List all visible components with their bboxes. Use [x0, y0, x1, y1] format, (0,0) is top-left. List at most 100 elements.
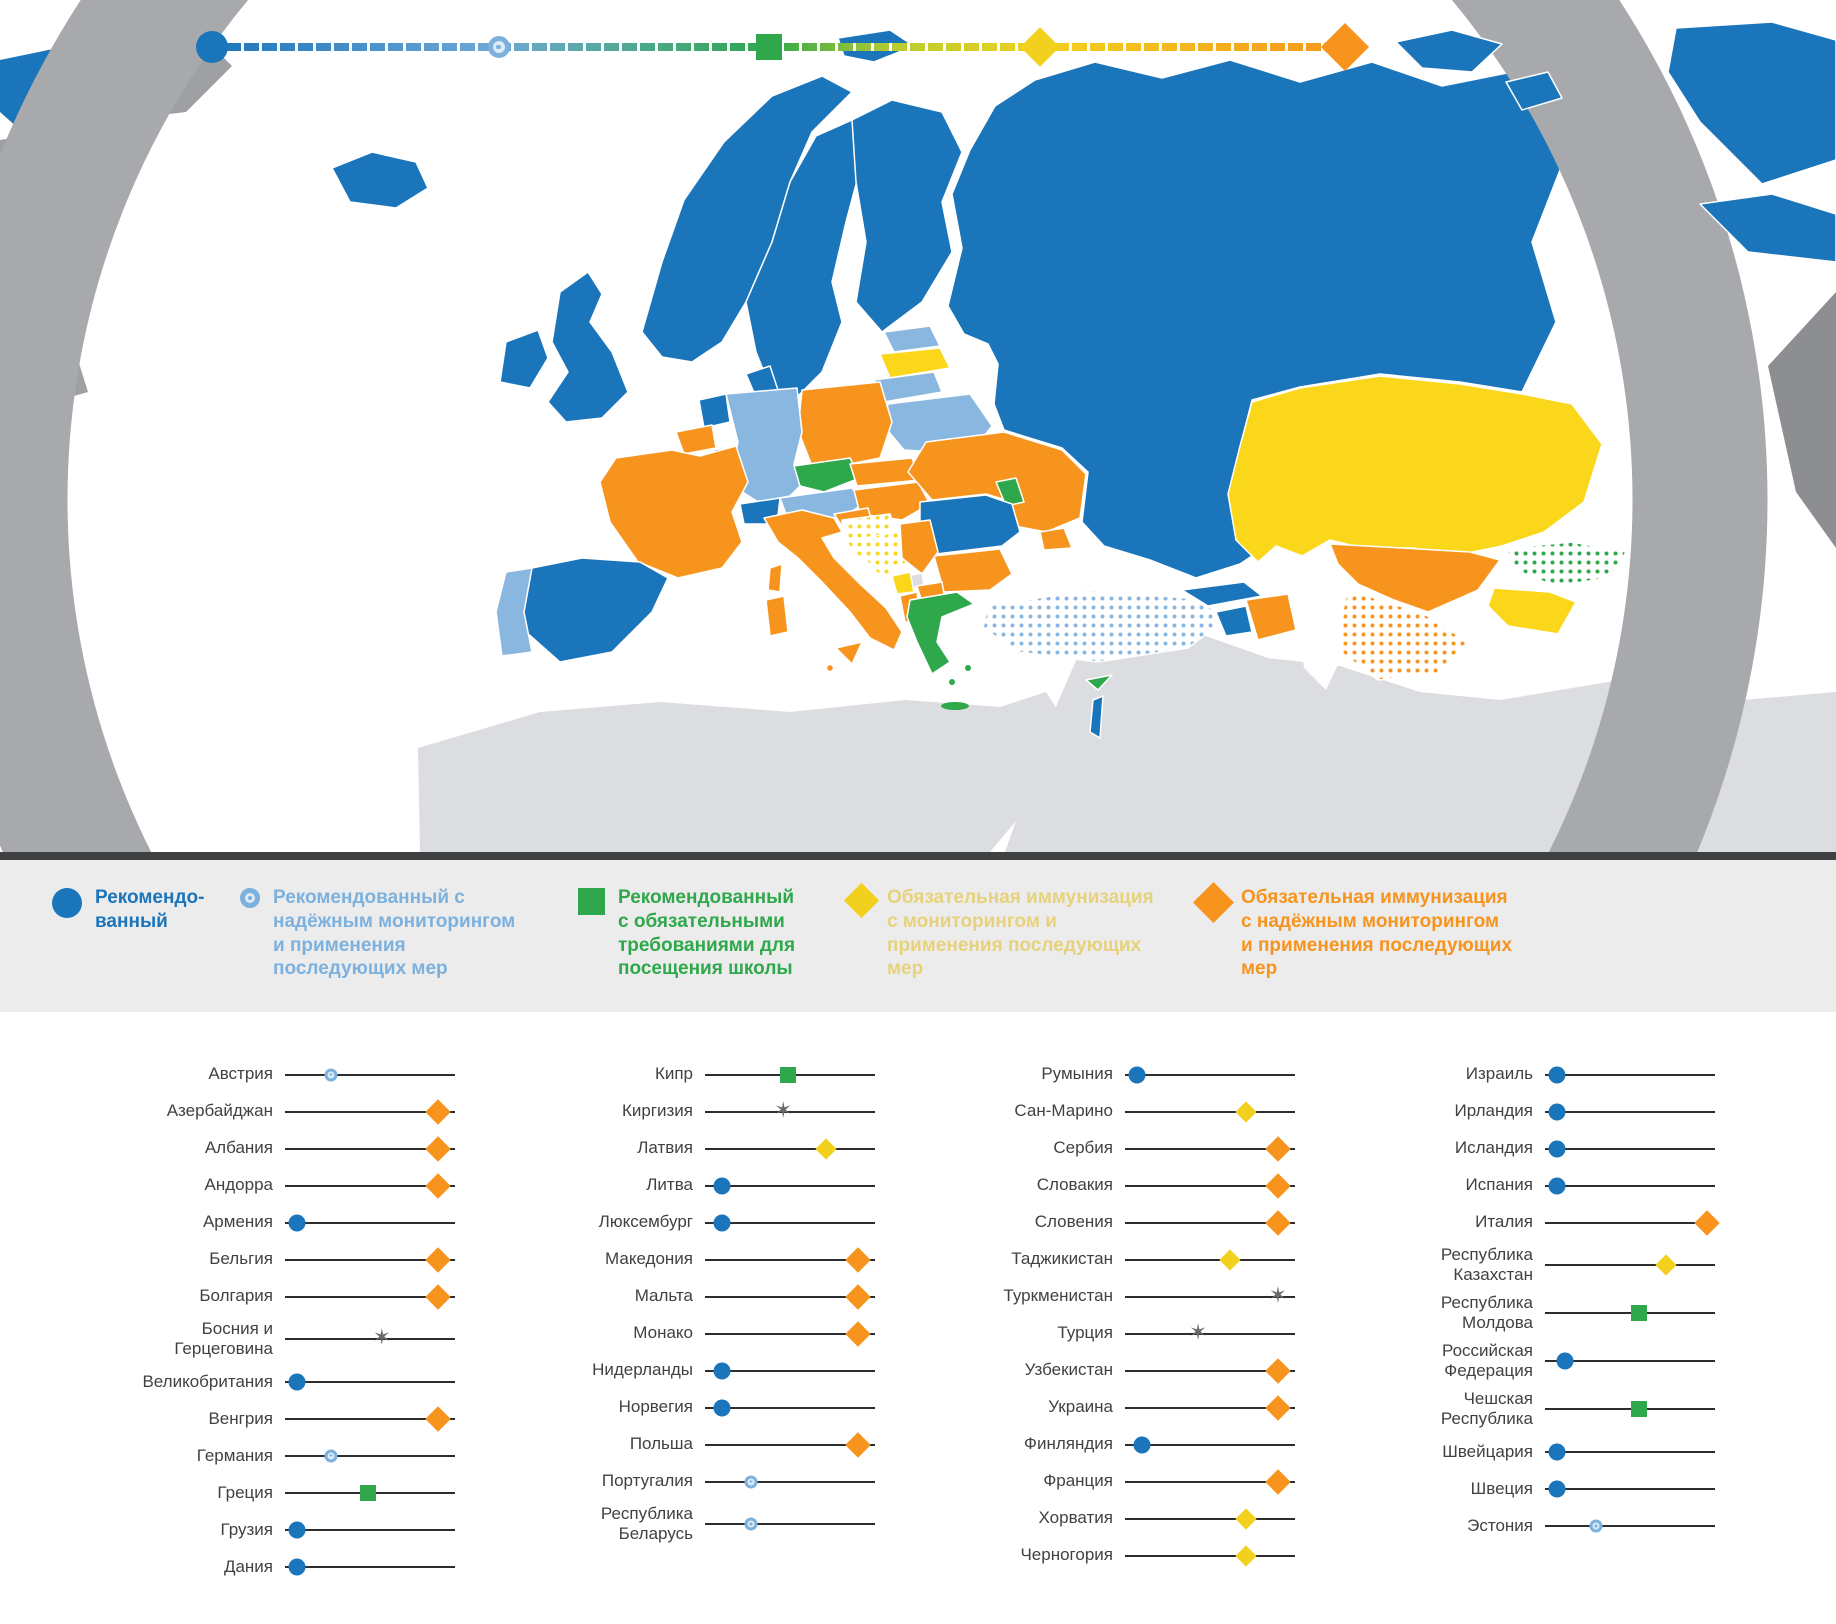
map-country-czech-republic	[793, 457, 861, 493]
diamond-marker	[845, 1283, 871, 1310]
country-row: Франция	[890, 1463, 1310, 1500]
map-country-cyprus	[1085, 674, 1113, 691]
map-arctic-island	[1395, 29, 1503, 73]
circle-marker	[713, 1362, 731, 1379]
status-track	[1545, 1343, 1715, 1380]
circle-marker	[713, 1399, 731, 1416]
status-track	[705, 1278, 875, 1315]
country-row: Республика Казахстан	[1310, 1241, 1730, 1289]
legend-label: Рекомендованный с надёжным мониторингом …	[273, 887, 516, 980]
status-track	[1545, 1507, 1715, 1544]
map-right-gray-wedge	[1768, 292, 1836, 548]
country-row: Республика Молдова	[1310, 1289, 1730, 1337]
map-country-turkey	[982, 589, 1231, 663]
diamond-marker	[1235, 1100, 1257, 1123]
country-name: Люксембург	[598, 1212, 693, 1232]
country-name: Румыния	[1041, 1064, 1113, 1084]
map-countries	[331, 29, 1627, 739]
diamond-marker	[815, 1137, 837, 1160]
status-track	[1545, 1130, 1715, 1167]
legend-item-recommended: Рекомендо- ванный	[52, 886, 204, 934]
country-name: Сан-Марино	[1014, 1101, 1113, 1121]
status-track	[1545, 1470, 1715, 1507]
map-country-montenegro	[891, 571, 915, 595]
map-country-kyrgyzstan	[1505, 541, 1627, 587]
map-country-ireland	[499, 329, 549, 389]
status-track	[1125, 1167, 1295, 1204]
diamond-marker	[1265, 1135, 1291, 1162]
diamond-marker	[1265, 1172, 1291, 1199]
country-name: Узбекистан	[1024, 1360, 1113, 1380]
status-track	[1125, 1352, 1295, 1389]
country-row: Словакия	[890, 1167, 1310, 1204]
decorative-gray-arc	[0, 0, 1768, 852]
country-name: Великобритания	[142, 1371, 273, 1391]
map-country-united-kingdom	[547, 271, 629, 423]
circle-marker	[1548, 1443, 1566, 1461]
country-row: Великобритания	[50, 1363, 470, 1400]
country-row: Республика Беларусь	[470, 1500, 890, 1548]
diamond-marker	[1693, 1209, 1720, 1236]
country-row: Швеция	[1310, 1470, 1730, 1507]
status-track	[705, 1352, 875, 1389]
circle-marker	[713, 1177, 731, 1194]
country-row: Мальта	[470, 1278, 890, 1315]
country-name: Черногория	[1020, 1545, 1113, 1565]
country-row: Израиль	[1310, 1056, 1730, 1093]
status-track	[705, 1315, 875, 1352]
country-row: Румыния	[890, 1056, 1310, 1093]
country-row: Италия	[1310, 1204, 1730, 1241]
map-country-azerbaijan	[1245, 593, 1297, 641]
country-row: Армения	[50, 1204, 470, 1241]
legend-item-mandatory_strict: Обязательная иммунизация с надёжным мони…	[1192, 881, 1512, 981]
map-country-armenia	[1215, 605, 1253, 637]
star-marker: ✶	[1268, 1282, 1288, 1308]
map-country-moldova	[995, 477, 1025, 507]
ring-marker	[487, 36, 510, 58]
country-name: Сербия	[1053, 1138, 1113, 1158]
country-row: Андорра	[50, 1167, 470, 1204]
circle-marker	[1548, 1140, 1566, 1157]
status-track	[285, 1241, 455, 1278]
circle-marker	[288, 1558, 306, 1576]
map-country-georgia	[1181, 581, 1263, 607]
status-track	[285, 1204, 455, 1241]
status-track	[705, 1056, 875, 1093]
ring-marker	[324, 1449, 338, 1463]
country-name: Швеция	[1470, 1478, 1533, 1498]
status-track	[705, 1204, 875, 1241]
status-track	[1125, 1389, 1295, 1426]
status-track	[705, 1167, 875, 1204]
circle-marker	[288, 1521, 306, 1539]
country-row: Туркменистан ✶	[890, 1278, 1310, 1315]
map-corner-landmass	[1699, 193, 1836, 263]
map-country-finland	[851, 99, 963, 333]
country-name: Украина	[1048, 1397, 1113, 1417]
country-name: Андорра	[204, 1175, 273, 1195]
status-track	[1545, 1056, 1715, 1093]
circle-marker	[52, 888, 82, 918]
country-column-1: Австрия Азербайджан Албания Андорра Армения Б…	[50, 1056, 470, 1585]
diamond-marker	[425, 1135, 451, 1162]
map-country-tajikistan	[1487, 587, 1577, 635]
status-track	[285, 1093, 455, 1130]
status-track	[1545, 1295, 1715, 1332]
diamond-marker	[425, 1246, 451, 1273]
map-country-turkmenistan	[1337, 589, 1469, 681]
circle-marker	[713, 1214, 731, 1231]
map-region-crimea	[1039, 527, 1073, 551]
country-name: Российская Федерация	[1441, 1341, 1533, 1381]
country-name: Босния и Герцеговина	[174, 1319, 273, 1359]
country-name: Словения	[1034, 1212, 1113, 1232]
country-row: Монако	[470, 1315, 890, 1352]
country-row: Украина	[890, 1389, 1310, 1426]
map-country-latvia	[879, 347, 951, 379]
country-row: Таджикистан	[890, 1241, 1310, 1278]
europe-choropleth-map	[0, 0, 1836, 852]
country-name: Хорватия	[1038, 1508, 1113, 1528]
legend-item-mandatory_monitoring: Обязательная иммунизация с мониторингом …	[843, 882, 1154, 981]
country-row: Польша	[470, 1426, 890, 1463]
status-track: ✶	[705, 1093, 875, 1130]
country-list: Австрия Азербайджан Албания Андорра Армения Б…	[0, 1056, 1836, 1585]
status-track: ✶	[1125, 1315, 1295, 1352]
